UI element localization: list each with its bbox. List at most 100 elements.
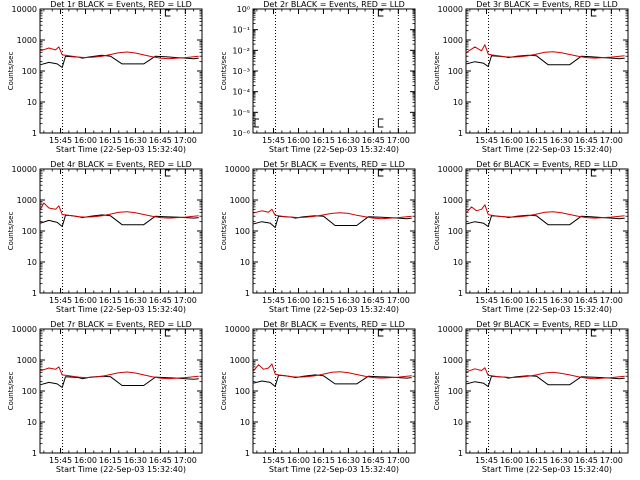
x-tick-label: 16:45 [149,136,172,145]
y-tick-label: 10⁻³ [232,67,250,76]
series-line-events [40,214,199,227]
x-axis-label: Start Time (22-Sep-03 15:32:40) [56,465,186,474]
plot-frame [252,8,416,134]
x-tick-label: 17:00 [174,136,197,145]
y-tick-label: 1000 [17,196,37,205]
x-axis-label: Start Time (22-Sep-03 15:32:40) [56,145,186,154]
y-tick-label: 10⁻⁴ [232,88,250,97]
x-tick-label: 16:45 [149,296,172,305]
x-tick-label: 16:00 [500,456,523,465]
panel-title: Det 2r BLACK = Events, RED = LLD [263,0,405,9]
y-tick-label: 1000 [443,196,463,205]
panel-title: Det 8r BLACK = Events, RED = LLD [263,320,405,329]
y-tick-label: 100 [235,227,250,236]
x-tick-label: 16:30 [124,456,147,465]
y-axis-label: Counts/sec [220,52,228,91]
panel-det-8: Det 8r BLACK = Events, RED = LLD 1 10 100 10… [220,320,416,474]
y-tick-label: 10000 [225,325,250,334]
x-tick-label: 16:00 [287,456,310,465]
y-tick-label: 100 [448,67,463,76]
y-tick-label: 10 [453,258,463,267]
y-tick-label: 100 [448,227,463,236]
y-tick-label: 10000 [438,165,463,174]
series-line-lld [466,367,625,380]
x-tick-label: 15:45 [49,136,72,145]
y-tick-label: 1000 [443,356,463,365]
x-tick-label: 16:45 [575,296,598,305]
x-tick-label: 17:00 [387,296,410,305]
y-tick-label: 10⁻⁶ [232,129,250,138]
y-tick-label: 1 [32,449,37,458]
plot-frame [465,328,629,454]
bracket-marker [164,169,171,177]
y-tick-label: 10000 [225,165,250,174]
y-axis-label: Counts/sec [220,212,228,251]
y-tick-label: 100 [448,387,463,396]
x-tick-label: 16:00 [500,136,523,145]
panel-det-6: Det 6r BLACK = Events, RED = LLD 1 10 100 10… [433,160,629,314]
y-tick-label: 1000 [230,356,250,365]
plot-frame [252,168,416,294]
x-tick-label: 15:45 [262,136,285,145]
x-tick-label: 16:30 [550,296,573,305]
bracket-marker [590,329,597,337]
panel-title: Det 1r BLACK = Events, RED = LLD [50,0,192,9]
y-axis-label: Counts/sec [433,372,441,411]
x-tick-label: 17:00 [600,296,623,305]
x-tick-label: 16:15 [312,296,335,305]
x-tick-label: 16:15 [99,456,122,465]
x-tick-label: 16:15 [312,136,335,145]
y-tick-label: 1 [32,129,37,138]
x-tick-label: 16:45 [149,456,172,465]
panel-det-3: Det 3r BLACK = Events, RED = LLD 1 10 100 10… [433,0,629,154]
plot-frame [39,8,203,134]
y-axis-label: Counts/sec [433,52,441,91]
y-tick-label: 1000 [17,36,37,45]
series-line-events [253,374,412,387]
y-tick-label: 100 [22,67,37,76]
y-tick-label: 10000 [12,325,37,334]
x-tick-label: 16:30 [550,136,573,145]
plot-frame [465,8,629,134]
x-tick-label: 16:00 [500,296,523,305]
x-tick-label: 15:45 [49,456,72,465]
x-tick-label: 17:00 [600,456,623,465]
y-tick-label: 10⁻² [232,46,250,55]
plot-frame [39,328,203,454]
bracket-marker [377,118,384,128]
y-tick-label: 10 [27,258,37,267]
x-tick-label: 15:45 [262,456,285,465]
x-tick-label: 16:15 [525,456,548,465]
y-tick-label: 10⁻⁵ [232,108,250,117]
x-tick-label: 17:00 [387,456,410,465]
x-tick-label: 15:45 [475,136,498,145]
bracket-marker [164,9,171,17]
x-tick-label: 16:00 [287,136,310,145]
y-axis-label: Counts/sec [7,372,15,411]
y-tick-label: 1000 [17,356,37,365]
panel-det-2: Det 2r BLACK = Events, RED = LLD 10⁻⁶ 10⁻⁵… [220,0,416,154]
y-axis-label: Counts/sec [7,52,15,91]
series-line-events [253,215,412,228]
x-tick-label: 16:30 [124,296,147,305]
plot-frame [252,328,416,454]
x-tick-label: 16:30 [337,456,360,465]
series-line-lld [466,204,625,219]
panel-title: Det 7r BLACK = Events, RED = LLD [50,320,192,329]
y-tick-label: 10 [453,98,463,107]
bracket-marker [377,329,384,337]
x-tick-label: 16:15 [99,296,122,305]
y-tick-label: 1 [32,289,37,298]
y-tick-label: 10000 [12,5,37,14]
series-line-events [466,54,625,67]
series-line-events [466,214,625,227]
x-tick-label: 16:15 [525,296,548,305]
y-tick-label: 1 [245,289,250,298]
series-line-lld [253,208,412,220]
y-tick-label: 100 [22,227,37,236]
y-axis-label: Counts/sec [220,372,228,411]
panel-det-7: Det 7r BLACK = Events, RED = LLD 1 10 100 10… [7,320,203,474]
x-tick-label: 17:00 [174,456,197,465]
x-tick-label: 16:45 [362,136,385,145]
y-axis-label: Counts/sec [433,212,441,251]
